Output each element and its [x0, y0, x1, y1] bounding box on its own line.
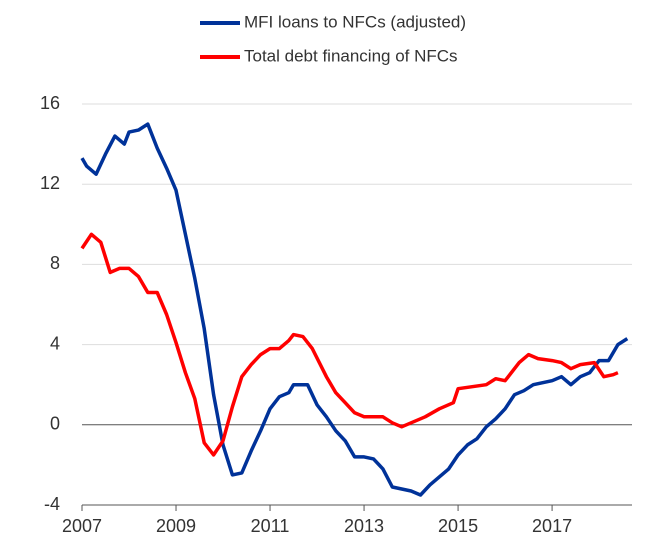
series-line	[80, 232, 619, 457]
legend-label: Total debt financing of NFCs	[244, 46, 458, 65]
y-tick-label: 4	[50, 333, 60, 353]
y-tick-label: 16	[40, 93, 60, 113]
y-tick-label: 0	[50, 414, 60, 434]
series-line	[80, 122, 629, 497]
x-tick-label: 2009	[156, 516, 196, 536]
x-tick-label: 2007	[62, 516, 102, 536]
y-tick-label: 12	[40, 173, 60, 193]
x-tick-label: 2011	[251, 516, 290, 536]
legend-label: MFI loans to NFCs (adjusted)	[244, 12, 466, 31]
x-tick-label: 2017	[532, 516, 572, 536]
y-tick-label: 8	[50, 253, 60, 273]
x-tick-label: 2015	[438, 516, 478, 536]
y-tick-label: -4	[44, 494, 60, 514]
x-tick-label: 2013	[344, 516, 384, 536]
legend: MFI loans to NFCs (adjusted) Total debt f…	[200, 12, 466, 65]
